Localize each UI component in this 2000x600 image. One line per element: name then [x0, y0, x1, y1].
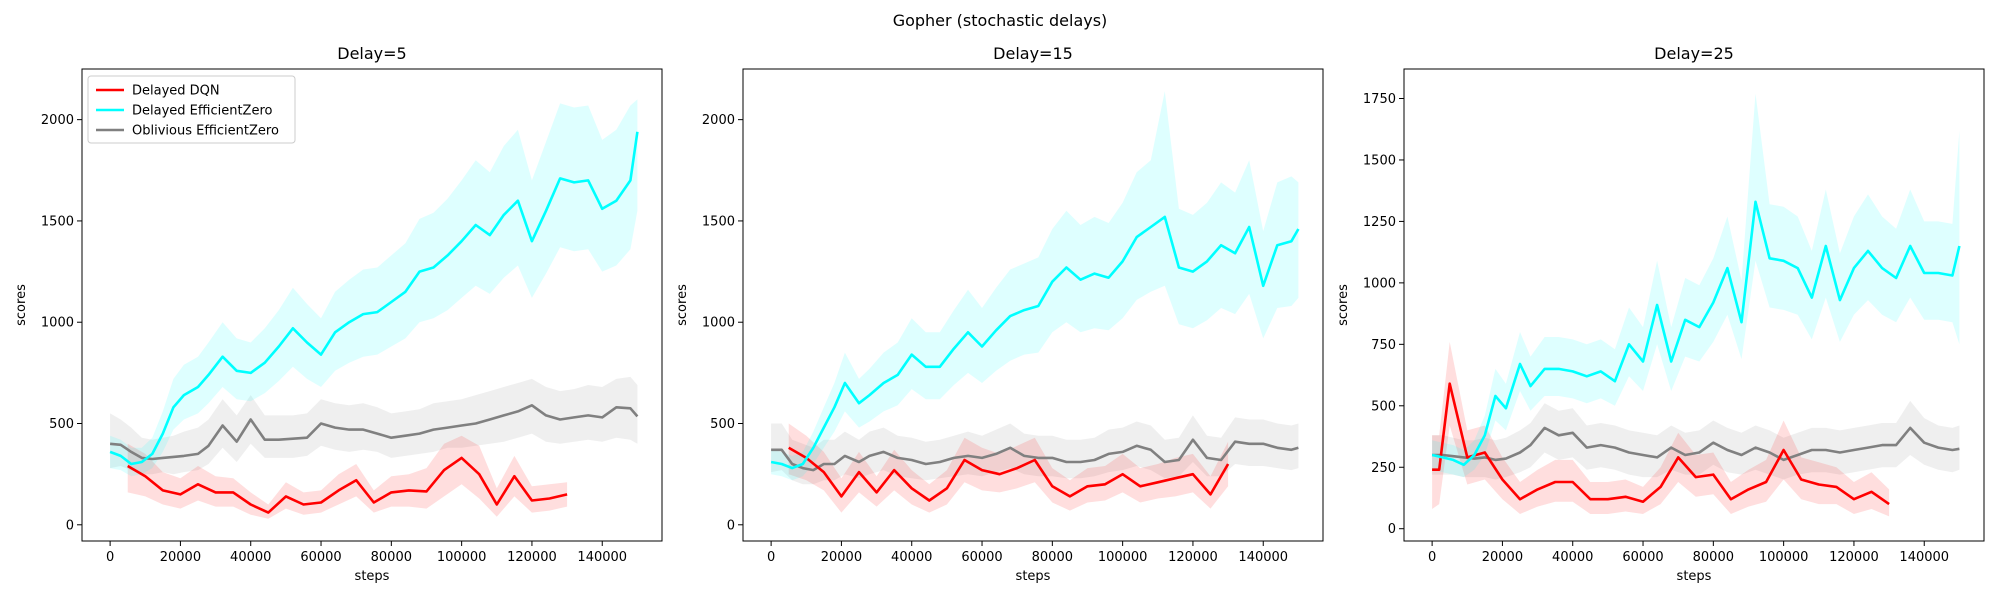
band-delayed-dqn — [788, 423, 1229, 513]
x-tick-label: 40000 — [891, 550, 932, 565]
figure-title: Gopher (stochastic delays) — [893, 11, 1108, 30]
x-tick-label: 80000 — [371, 550, 412, 565]
x-tick-label: 20000 — [160, 550, 201, 565]
band-delayed-efficientzero — [771, 91, 1299, 481]
x-tick-label: 120000 — [1168, 550, 1218, 565]
x-tick-label: 100000 — [1759, 550, 1809, 565]
y-tick-label: 1250 — [1363, 215, 1396, 230]
line-delayed-dqn — [788, 446, 1230, 502]
y-tick-label: 1000 — [702, 316, 735, 331]
line-delayed-efficientzero — [1431, 200, 1961, 467]
y-axis-label: scores — [1336, 284, 1351, 326]
x-tick-label: 120000 — [507, 550, 557, 565]
x-tick-label: 80000 — [1032, 550, 1073, 565]
x-tick-label: 20000 — [821, 550, 862, 565]
line-delayed-dqn — [127, 456, 568, 514]
x-tick-label: 0 — [106, 550, 114, 565]
chart-panels: Delay=50 20000 40000 60000 80000 100000 120000… — [14, 44, 1985, 584]
x-tick-label: 140000 — [1899, 550, 1949, 565]
band-oblivious-efficientzero — [1432, 400, 1960, 480]
line-delayed-efficientzero — [770, 215, 1300, 470]
chart-panel-delay-5: Delay=50 20000 40000 60000 80000 100000 120000… — [14, 44, 663, 584]
plot-area — [770, 91, 1300, 513]
line-delayed-efficientzero — [109, 131, 639, 466]
x-tick-label: 20000 — [1482, 550, 1523, 565]
x-tick-label: 0 — [767, 550, 775, 565]
x-tick-label: 100000 — [1098, 550, 1148, 565]
line-oblivious-efficientzero — [1432, 426, 1960, 462]
y-tick-label: 1000 — [41, 316, 74, 331]
band-oblivious-efficientzero — [110, 376, 638, 475]
band-oblivious-efficientzero — [771, 415, 1299, 485]
x-tick-label: 140000 — [1238, 550, 1288, 565]
y-axis-label: scores — [675, 284, 690, 326]
y-tick-label: 0 — [66, 518, 74, 533]
x-tick-label: 60000 — [1622, 550, 1663, 565]
x-tick-label: 120000 — [1829, 550, 1879, 565]
x-tick-label: 100000 — [437, 550, 487, 565]
y-tick-label: 1500 — [702, 214, 735, 229]
legend-label-delayed-efficientzero: Delayed EfficientZero — [132, 104, 273, 119]
y-tick-label: 1500 — [1363, 153, 1396, 168]
x-tick-label: 80000 — [1693, 550, 1734, 565]
panel-title: Delay=15 — [993, 44, 1073, 63]
y-tick-label: 0 — [727, 518, 735, 533]
band-delayed-efficientzero — [1432, 93, 1960, 478]
band-delayed-dqn — [127, 435, 568, 519]
legend-label-oblivious-efficientzero: Oblivious EfficientZero — [132, 124, 279, 139]
x-tick-label: 40000 — [230, 550, 271, 565]
x-axis-label: steps — [355, 569, 390, 584]
x-tick-label: 60000 — [300, 550, 341, 565]
y-tick-label: 500 — [1371, 399, 1396, 414]
chart-panel-delay-25: Delay=25 0 20000 40000 60000 80000 100000 12000… — [1336, 44, 1985, 584]
y-tick-label: 2000 — [41, 113, 74, 128]
x-axis-label: steps — [1016, 569, 1051, 584]
y-tick-label: 250 — [1371, 461, 1396, 476]
x-tick-label: 0 — [1428, 550, 1436, 565]
x-tick-label: 60000 — [961, 550, 1002, 565]
panel-title: Delay=5 — [337, 44, 406, 63]
legend-box — [87, 75, 296, 144]
axes-frame — [81, 68, 663, 542]
legend-label-delayed-dqn: Delayed DQN — [132, 84, 220, 99]
plot-area — [1431, 93, 1961, 517]
x-axis-label: steps — [1677, 569, 1712, 584]
axes-frame — [742, 68, 1324, 542]
y-tick-label: 500 — [710, 417, 735, 432]
y-tick-label: 2000 — [702, 113, 735, 128]
line-oblivious-efficientzero — [771, 438, 1299, 472]
x-tick-label: 40000 — [1552, 550, 1593, 565]
y-tick-label: 0 — [1388, 522, 1396, 537]
y-axis-label: scores — [14, 284, 29, 326]
axes-frame — [1403, 68, 1985, 542]
y-tick-label: 1500 — [41, 214, 74, 229]
line-delayed-dqn — [1432, 382, 1890, 506]
line-oblivious-efficientzero — [109, 403, 639, 461]
y-tick-label: 1000 — [1363, 276, 1396, 291]
band-delayed-efficientzero — [110, 99, 638, 477]
y-tick-label: 750 — [1371, 338, 1396, 353]
plot-area — [109, 99, 639, 519]
x-tick-label: 140000 — [577, 550, 627, 565]
panel-title: Delay=25 — [1654, 44, 1734, 63]
y-tick-label: 1750 — [1363, 92, 1396, 107]
band-delayed-dqn — [1432, 341, 1890, 517]
chart-panel-delay-15: Delay=150 20000 40000 60000 80000 100000 12000… — [675, 44, 1324, 584]
y-tick-label: 500 — [49, 417, 74, 432]
legend: Delayed DQN Delayed EfficientZero Obliviou… — [87, 75, 296, 144]
